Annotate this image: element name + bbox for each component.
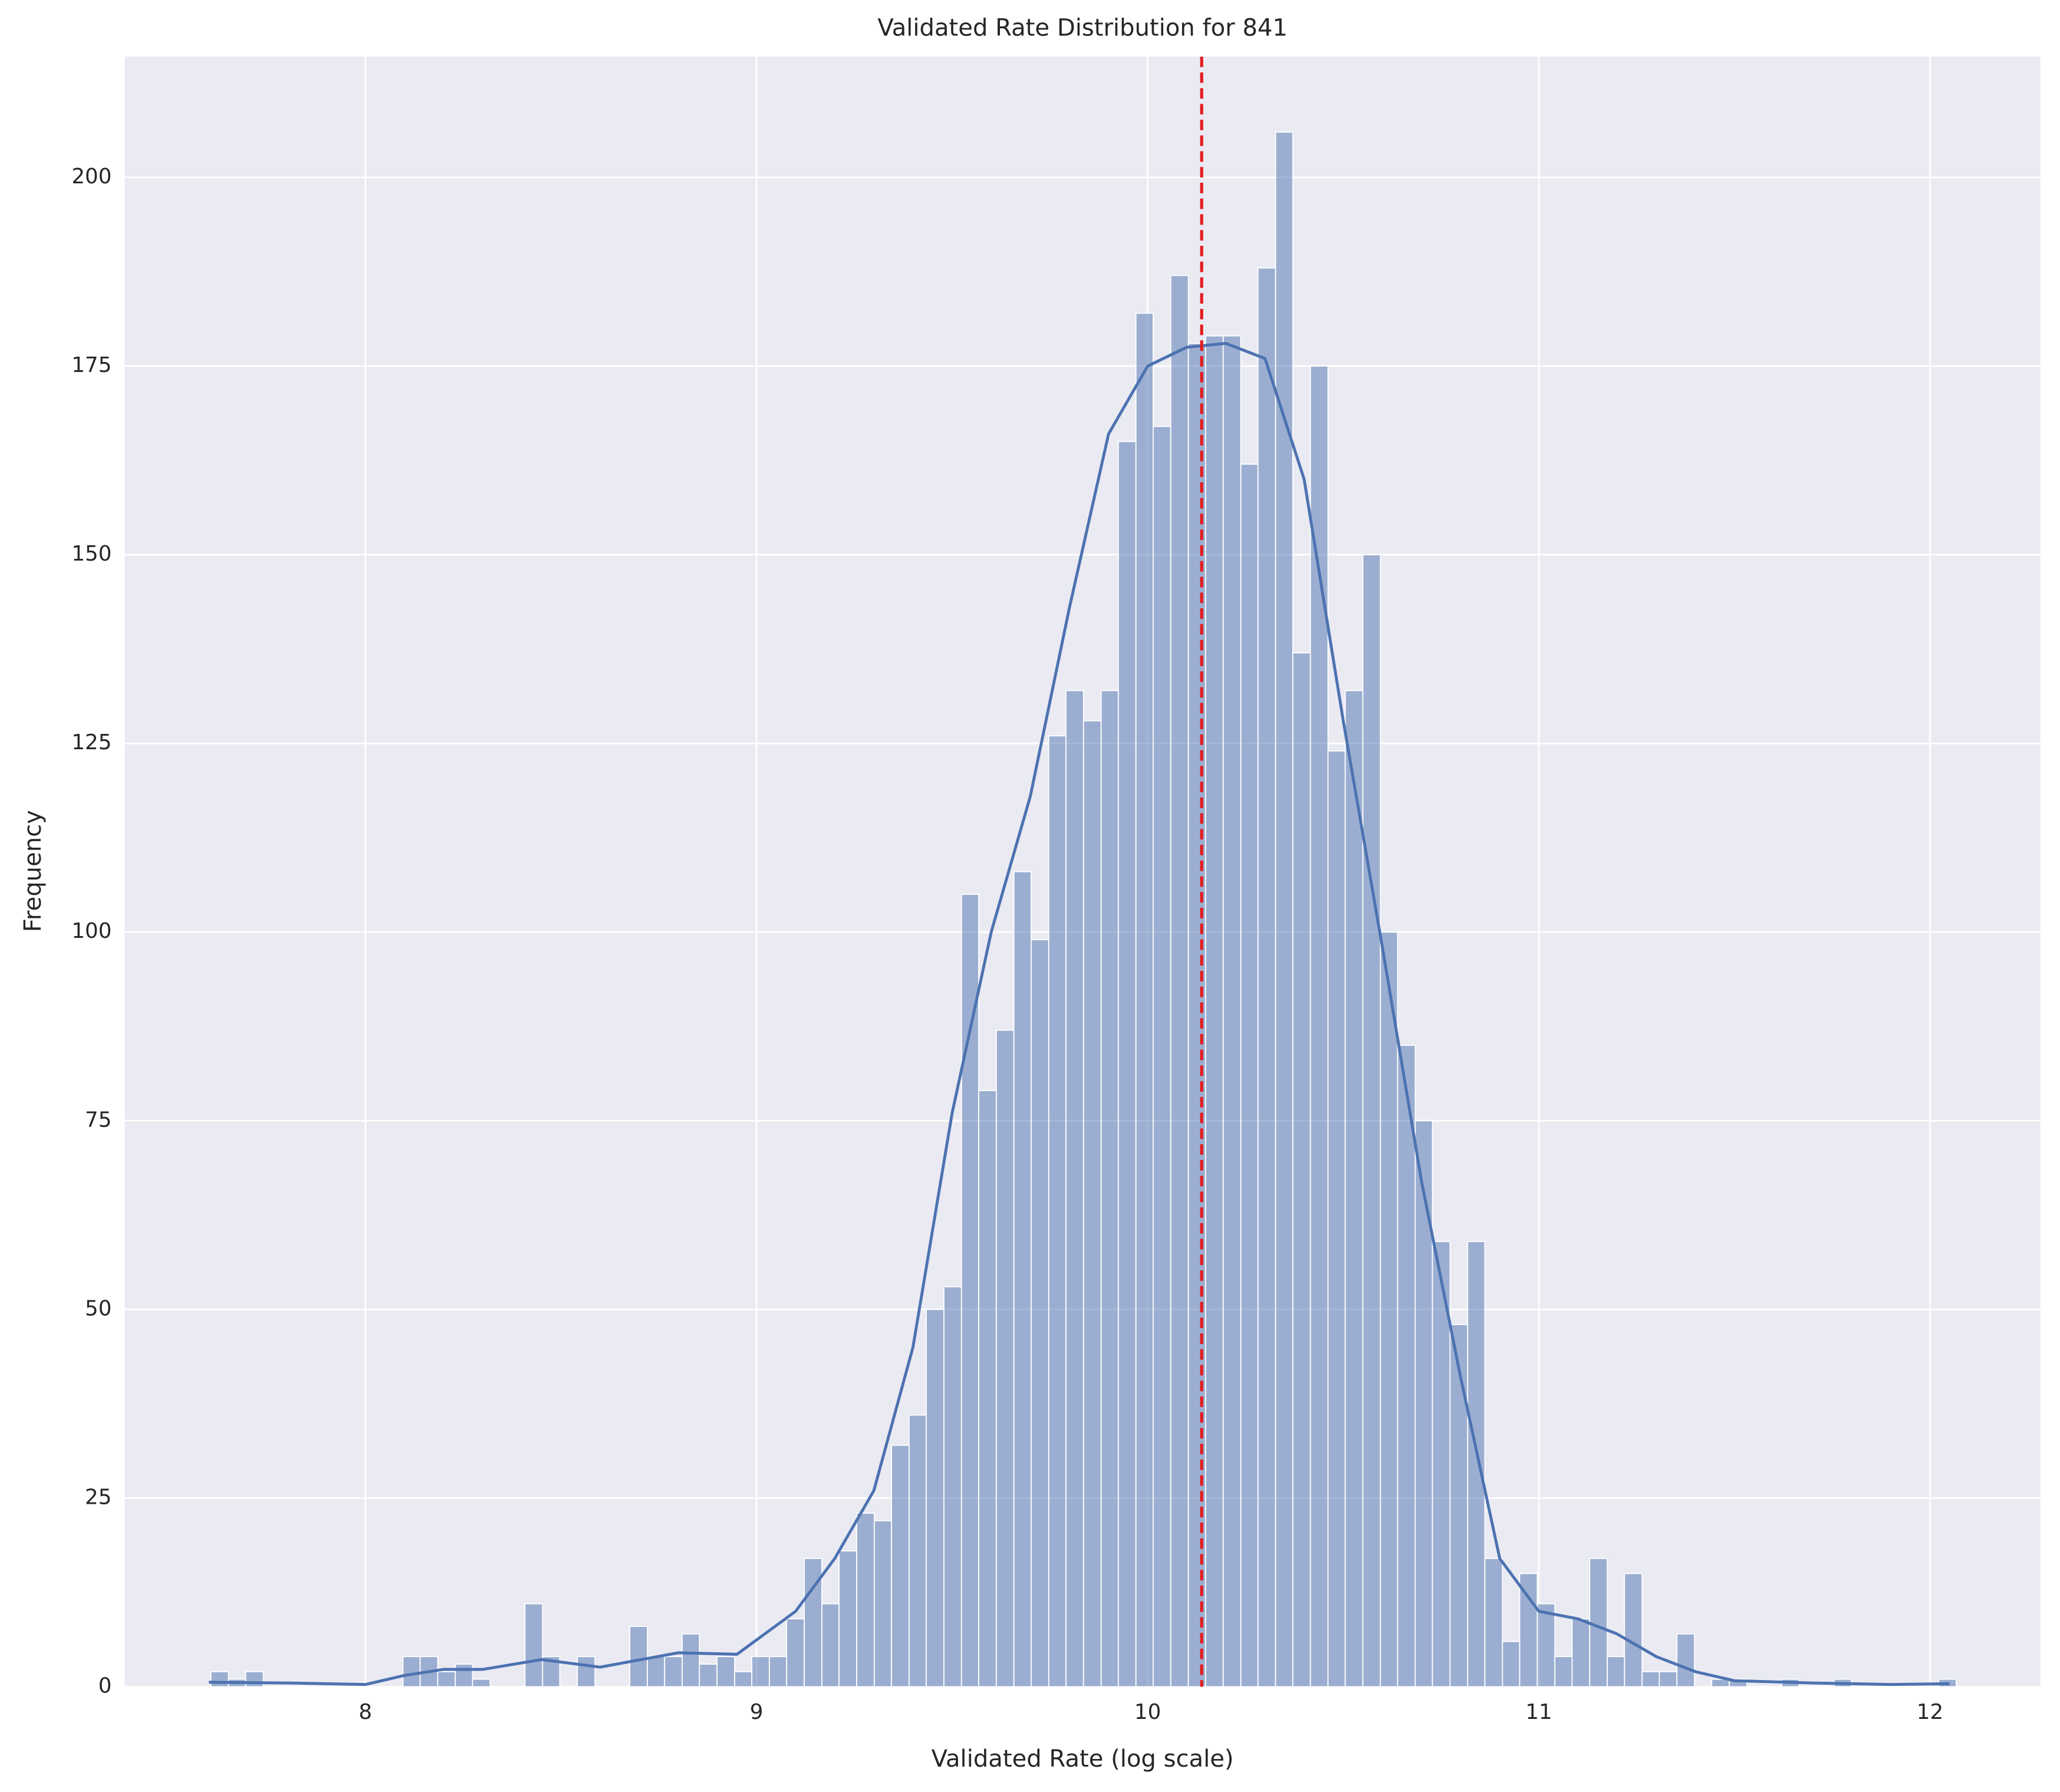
y-tick-label: 75 — [85, 1108, 111, 1132]
bar — [647, 1656, 666, 1688]
bar — [664, 1656, 683, 1688]
bar — [1013, 871, 1032, 1688]
bar — [577, 1656, 596, 1688]
x-tick-label: 9 — [750, 1700, 764, 1724]
bar — [838, 1550, 857, 1688]
bar — [455, 1663, 473, 1688]
bar — [995, 1029, 1015, 1688]
bar — [769, 1656, 788, 1688]
bar — [943, 1286, 962, 1688]
bar — [716, 1656, 735, 1688]
bar — [1536, 1603, 1556, 1688]
y-tick-label: 0 — [98, 1674, 112, 1698]
x-tick-label: 11 — [1525, 1700, 1552, 1724]
bar — [1030, 939, 1049, 1688]
x-tick-label: 10 — [1134, 1700, 1161, 1724]
bar — [629, 1626, 648, 1688]
bar — [210, 1671, 229, 1688]
bar — [1082, 720, 1102, 1688]
y-tick-label: 125 — [71, 730, 111, 755]
bar — [1641, 1671, 1660, 1688]
bar — [245, 1671, 264, 1688]
bar — [1240, 463, 1259, 1688]
bar — [1449, 1324, 1469, 1688]
bar — [1414, 1120, 1433, 1688]
bar — [1275, 131, 1294, 1688]
bar — [1292, 652, 1311, 1688]
bar — [1170, 275, 1189, 1688]
y-tick-label: 50 — [85, 1296, 111, 1320]
y-axis-label: Frequency — [19, 810, 47, 932]
y-tick-label: 25 — [85, 1485, 111, 1509]
bar — [926, 1309, 945, 1688]
bar — [1152, 426, 1171, 1688]
x-tick-label: 8 — [358, 1700, 372, 1724]
bar — [978, 1090, 997, 1688]
bar — [1048, 735, 1067, 1688]
bar — [437, 1671, 456, 1688]
bar — [402, 1656, 421, 1688]
bar — [682, 1633, 700, 1688]
bar — [1624, 1573, 1643, 1688]
bar — [1502, 1641, 1521, 1688]
bar — [699, 1663, 718, 1688]
y-tick-label: 150 — [71, 542, 111, 566]
bar — [821, 1603, 840, 1688]
bar — [1257, 267, 1276, 1688]
chart-title: Validated Rate Distribution for 841 — [877, 14, 1288, 41]
bar — [1117, 441, 1137, 1688]
bar — [1571, 1618, 1591, 1688]
bar — [1327, 750, 1346, 1688]
y-tick-label: 100 — [71, 919, 111, 943]
kde-line — [209, 342, 1950, 1686]
bar — [1676, 1633, 1695, 1688]
bar — [1380, 931, 1398, 1688]
bar — [1658, 1671, 1678, 1688]
bar — [1467, 1241, 1486, 1688]
bar — [1554, 1656, 1573, 1688]
y-tick-label: 175 — [71, 353, 111, 377]
bar — [751, 1656, 770, 1688]
bar — [1484, 1557, 1503, 1688]
bar — [1205, 335, 1224, 1688]
bar — [786, 1618, 805, 1688]
bar — [1100, 690, 1119, 1688]
bar — [856, 1513, 875, 1688]
bar — [1135, 312, 1154, 1688]
bar — [1589, 1557, 1608, 1688]
bar — [1362, 554, 1381, 1688]
bar — [960, 894, 979, 1688]
x-axis-label: Validated Rate (log scale) — [932, 1745, 1234, 1773]
bar — [1065, 690, 1084, 1688]
bar — [891, 1444, 910, 1688]
bar — [873, 1520, 892, 1688]
bar — [909, 1414, 927, 1688]
bar — [472, 1678, 491, 1688]
bar — [524, 1603, 544, 1688]
bar — [1222, 335, 1242, 1688]
x-tick-label: 12 — [1917, 1700, 1943, 1724]
bar — [734, 1671, 753, 1688]
bar — [1607, 1656, 1625, 1688]
bar — [1397, 1045, 1416, 1688]
bar — [1344, 690, 1364, 1688]
y-tick-label: 200 — [71, 164, 111, 189]
